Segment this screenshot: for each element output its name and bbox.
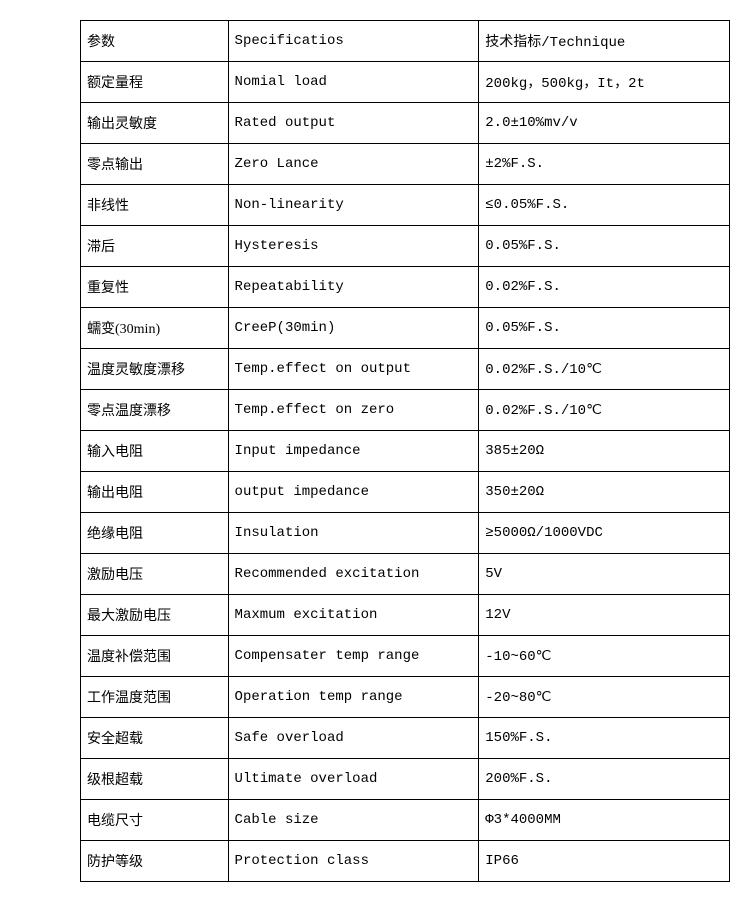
cell-en: Recommended excitation — [228, 554, 479, 595]
cell-en: Insulation — [228, 513, 479, 554]
cell-en: Temp.effect on zero — [228, 390, 479, 431]
table-row: 输出灵敏度 Rated output 2.0±10%mv/v — [81, 103, 730, 144]
cell-cn: 输出灵敏度 — [81, 103, 229, 144]
cell-en: Nomial load — [228, 62, 479, 103]
cell-val: ≥5000Ω/1000VDC — [479, 513, 730, 554]
cell-en: Operation temp range — [228, 677, 479, 718]
cell-val: ±2%F.S. — [479, 144, 730, 185]
cell-cn: 电缆尺寸 — [81, 800, 229, 841]
cell-cn: 防护等级 — [81, 841, 229, 882]
cell-val: 0.02%F.S./10℃ — [479, 390, 730, 431]
cell-val: 0.05%F.S. — [479, 308, 730, 349]
cell-cn: 额定量程 — [81, 62, 229, 103]
cell-val: 12V — [479, 595, 730, 636]
table-row: 最大激励电压 Maxmum excitation 12V — [81, 595, 730, 636]
table-row: 输出电阻 output impedance 350±20Ω — [81, 472, 730, 513]
cell-en: Hysteresis — [228, 226, 479, 267]
cell-val: -20~80℃ — [479, 677, 730, 718]
table-row: 零点温度漂移 Temp.effect on zero 0.02%F.S./10℃ — [81, 390, 730, 431]
cell-en: Temp.effect on output — [228, 349, 479, 390]
cell-en: Ultimate overload — [228, 759, 479, 800]
table-row: 工作温度范围 Operation temp range -20~80℃ — [81, 677, 730, 718]
cell-val: IP66 — [479, 841, 730, 882]
table-row: 激励电压 Recommended excitation 5V — [81, 554, 730, 595]
cell-cn: 级根超载 — [81, 759, 229, 800]
cell-en: Repeatability — [228, 267, 479, 308]
table-row: 级根超载 Ultimate overload 200%F.S. — [81, 759, 730, 800]
table-row: 蠕变(30min) CreeP(30min) 0.05%F.S. — [81, 308, 730, 349]
cell-cn: 零点输出 — [81, 144, 229, 185]
cell-cn: 最大激励电压 — [81, 595, 229, 636]
cell-cn: 温度补偿范围 — [81, 636, 229, 677]
cell-en: Rated output — [228, 103, 479, 144]
table-row: 温度灵敏度漂移 Temp.effect on output 0.02%F.S./… — [81, 349, 730, 390]
header-col-en: Specificatios — [228, 21, 479, 62]
table-row: 零点输出 Zero Lance ±2%F.S. — [81, 144, 730, 185]
cell-cn: 蠕变(30min) — [81, 308, 229, 349]
cell-en: Maxmum excitation — [228, 595, 479, 636]
cell-cn: 输出电阻 — [81, 472, 229, 513]
cell-val: ≤0.05%F.S. — [479, 185, 730, 226]
cell-cn: 重复性 — [81, 267, 229, 308]
cell-en: Cable size — [228, 800, 479, 841]
cell-val: 385±20Ω — [479, 431, 730, 472]
cell-en: Safe overload — [228, 718, 479, 759]
cell-val: -10~60℃ — [479, 636, 730, 677]
cell-val: 2.0±10%mv/v — [479, 103, 730, 144]
cell-en: Input impedance — [228, 431, 479, 472]
cell-en: output impedance — [228, 472, 479, 513]
cell-cn: 非线性 — [81, 185, 229, 226]
cell-cn: 安全超载 — [81, 718, 229, 759]
cell-en: Non-linearity — [228, 185, 479, 226]
table-row: 额定量程 Nomial load 200kg，500kg，It，2t — [81, 62, 730, 103]
cell-val: 0.02%F.S. — [479, 267, 730, 308]
header-col-cn: 参数 — [81, 21, 229, 62]
table-row: 电缆尺寸 Cable size Φ3*4000MM — [81, 800, 730, 841]
table-row: 安全超载 Safe overload 150%F.S. — [81, 718, 730, 759]
cell-en: Zero Lance — [228, 144, 479, 185]
cell-cn: 激励电压 — [81, 554, 229, 595]
header-col-val: 技术指标/Technique — [479, 21, 730, 62]
cell-cn: 输入电阻 — [81, 431, 229, 472]
cell-cn: 滞后 — [81, 226, 229, 267]
cell-val: 5V — [479, 554, 730, 595]
table-row: 输入电阻 Input impedance 385±20Ω — [81, 431, 730, 472]
table-row: 非线性 Non-linearity ≤0.05%F.S. — [81, 185, 730, 226]
cell-val: Φ3*4000MM — [479, 800, 730, 841]
cell-en: Protection class — [228, 841, 479, 882]
table-header-row: 参数 Specificatios 技术指标/Technique — [81, 21, 730, 62]
table-row: 滞后 Hysteresis 0.05%F.S. — [81, 226, 730, 267]
cell-en: Compensater temp range — [228, 636, 479, 677]
cell-val: 150%F.S. — [479, 718, 730, 759]
cell-val: 200kg，500kg，It，2t — [479, 62, 730, 103]
cell-val: 0.05%F.S. — [479, 226, 730, 267]
cell-val: 350±20Ω — [479, 472, 730, 513]
cell-cn: 温度灵敏度漂移 — [81, 349, 229, 390]
table-row: 绝缘电阻 Insulation ≥5000Ω/1000VDC — [81, 513, 730, 554]
cell-val: 200%F.S. — [479, 759, 730, 800]
spec-table: 参数 Specificatios 技术指标/Technique 额定量程 Nom… — [80, 20, 730, 882]
cell-en: CreeP(30min) — [228, 308, 479, 349]
table-row: 防护等级 Protection class IP66 — [81, 841, 730, 882]
cell-cn: 零点温度漂移 — [81, 390, 229, 431]
cell-cn: 工作温度范围 — [81, 677, 229, 718]
table-row: 温度补偿范围 Compensater temp range -10~60℃ — [81, 636, 730, 677]
cell-cn: 绝缘电阻 — [81, 513, 229, 554]
table-row: 重复性 Repeatability 0.02%F.S. — [81, 267, 730, 308]
cell-val: 0.02%F.S./10℃ — [479, 349, 730, 390]
